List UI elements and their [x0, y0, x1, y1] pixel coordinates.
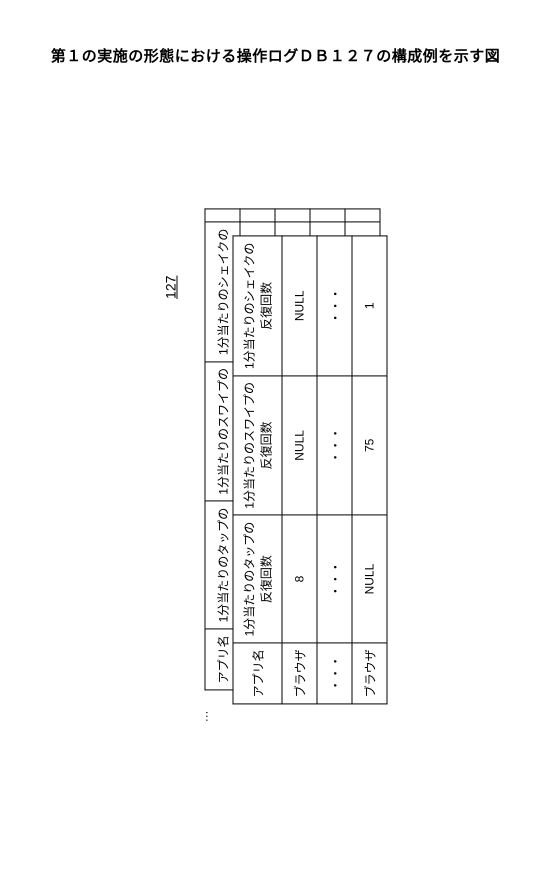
col-header-app: アプリ名: [233, 643, 282, 704]
col-header-swipe: 1分当たりのスワイプの反復回数: [233, 376, 282, 516]
cell-shake: 1: [352, 236, 387, 375]
rotated-figure: 127 … アプリ名 1分当たりのタップの 1分当たりのスワイプの 1分当たりの…: [163, 236, 388, 705]
overflow-dots: …: [197, 710, 211, 722]
back-col-extra: [205, 209, 240, 222]
cell-app: ブラウザ: [352, 643, 387, 704]
table-row: ブラウザ 8 NULL NULL: [282, 236, 317, 704]
cell-shake: ・・・: [317, 236, 352, 375]
main-table: アプリ名 1分当たりのタップの反復回数 1分当たりのスワイプの反復回数 1分当た…: [233, 236, 388, 705]
col-header-tap: 1分当たりのタップの反復回数: [233, 515, 282, 643]
cell-swipe: ・・・: [317, 376, 352, 516]
cell-swipe: 75: [352, 376, 387, 516]
figure-number-label: 127: [163, 236, 179, 705]
table-row: ・・・ ・・・ ・・・ ・・・: [317, 236, 352, 704]
col-header-shake: 1分当たりのシェイクの反復回数: [233, 236, 282, 375]
cell-tap: NULL: [352, 515, 387, 643]
cell-swipe: NULL: [282, 376, 317, 516]
figure-caption: 第１の実施の形態における操作ログＤＢ１２７の構成例を示す図: [0, 45, 551, 66]
cell-app: ブラウザ: [282, 643, 317, 704]
table-header-row: アプリ名 1分当たりのタップの反復回数 1分当たりのスワイプの反復回数 1分当た…: [233, 236, 282, 704]
cell-app: ・・・: [317, 643, 352, 704]
cell-shake: NULL: [282, 236, 317, 375]
cell-tap: ・・・: [317, 515, 352, 643]
table-row: ブラウザ NULL 75 1: [352, 236, 387, 704]
cell-tap: 8: [282, 515, 317, 643]
